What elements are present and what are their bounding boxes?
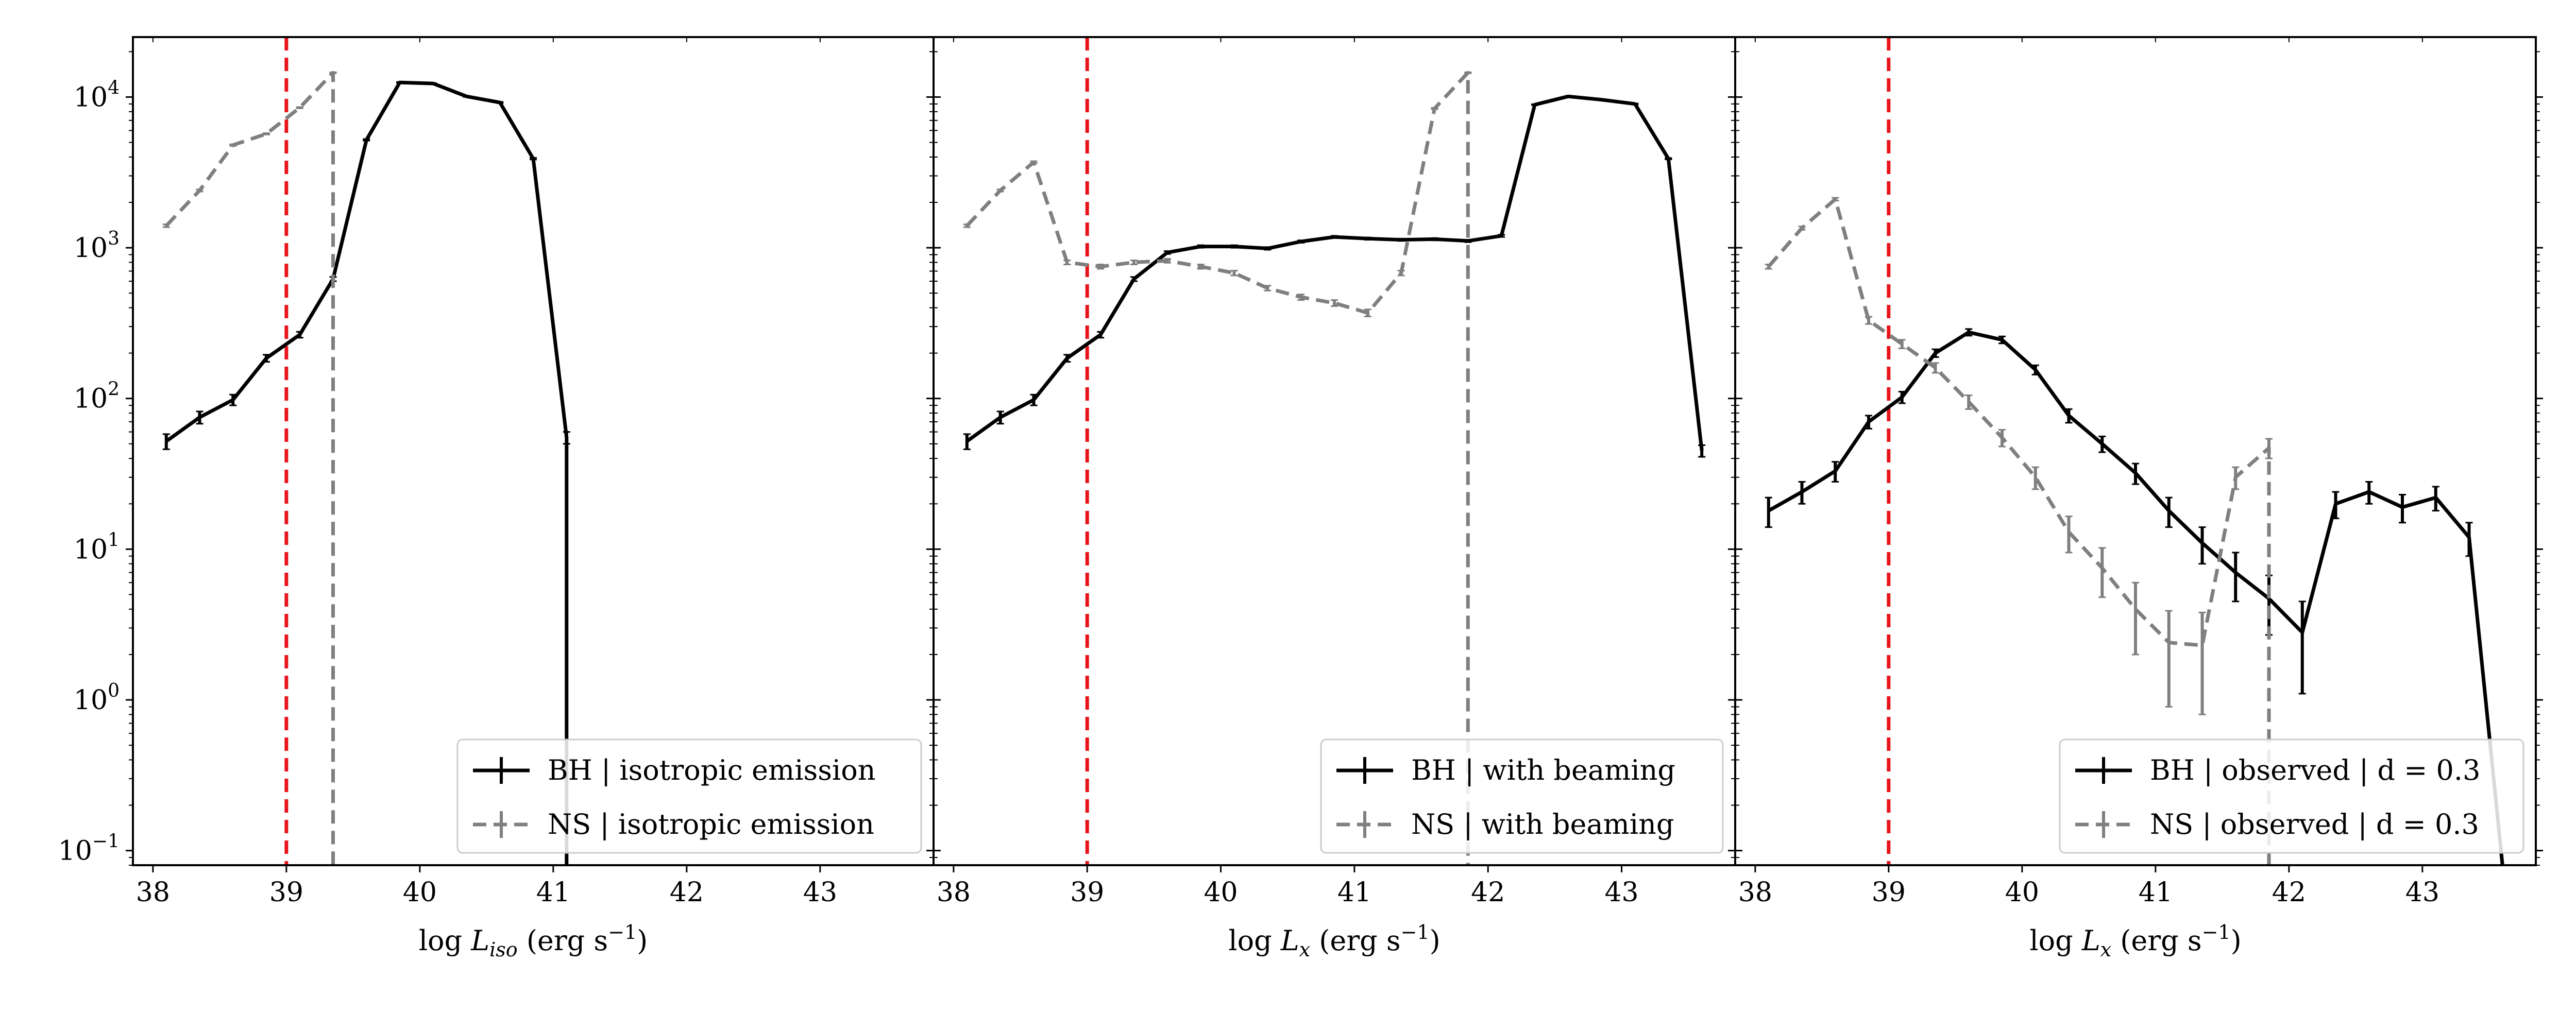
y-tick-exponent: 2 bbox=[108, 379, 120, 400]
x-tick-label: 38 bbox=[136, 877, 170, 908]
y-tick-exponent: −1 bbox=[92, 831, 120, 852]
legend-label: BH | with beaming bbox=[1411, 754, 1675, 786]
x-axis-label-sub: x bbox=[1299, 938, 1310, 961]
x-tick-label: 40 bbox=[1204, 877, 1238, 908]
x-tick-label: 40 bbox=[403, 877, 437, 908]
plot-area bbox=[1765, 197, 2504, 865]
panel-observed: 38 39 40 41 42 43 log Lx (erg s−1) BH | observe… bbox=[1728, 36, 2543, 961]
x-axis-label-sub: x bbox=[2100, 938, 2111, 961]
legend-label: NS | observed | d = 0.3 bbox=[2150, 808, 2479, 840]
legend: BH | isotropic emission NS | isotropic em… bbox=[456, 739, 922, 854]
x-axis-label-prefix: log bbox=[419, 924, 471, 957]
plot-area bbox=[963, 71, 1706, 865]
panel-with-beaming: 38 39 40 41 42 43 log Lx (erg s−1) BH | with be… bbox=[926, 36, 1742, 961]
y-tick-exponent: 0 bbox=[108, 680, 120, 701]
x-axis-label: log Liso (erg s−1) bbox=[419, 921, 648, 961]
x-axis-label-prefix: log bbox=[1228, 924, 1281, 957]
x-axis-label-sup: −1 bbox=[1401, 921, 1430, 943]
x-axis-label-sup: −1 bbox=[608, 921, 637, 943]
x-axis-label: log Lx (erg s−1) bbox=[1228, 921, 1440, 961]
legend-label: NS | isotropic emission bbox=[548, 808, 874, 840]
x-tick-label: 42 bbox=[670, 877, 704, 908]
x-axis-label: log Lx (erg s−1) bbox=[2029, 921, 2241, 961]
y-tick-base: 10 bbox=[58, 836, 92, 867]
legend-box bbox=[2059, 739, 2524, 854]
x-tick-label: 43 bbox=[1604, 877, 1638, 908]
plot-frame bbox=[1734, 36, 2537, 866]
x-tick-label: 39 bbox=[1070, 877, 1104, 908]
y-tick-base: 10 bbox=[74, 384, 108, 415]
y-tick-label: 103 bbox=[74, 228, 120, 264]
y-tick-label: 104 bbox=[74, 77, 120, 113]
x-tick-label: 43 bbox=[803, 877, 837, 908]
y-tick-label: 101 bbox=[74, 529, 120, 565]
legend: BH | observed | d = 0.3 NS | observed | d… bbox=[2059, 739, 2524, 854]
x-tick-label: 38 bbox=[1738, 877, 1772, 908]
y-tick-label: 10−1 bbox=[58, 831, 120, 867]
x-axis-label-unit: (erg s bbox=[2111, 924, 2201, 957]
x-tick-label: 39 bbox=[269, 877, 303, 908]
y-tick-label: 102 bbox=[74, 379, 120, 415]
x-tick-label: 42 bbox=[1471, 877, 1505, 908]
x-axis-label-close: ) bbox=[637, 924, 648, 957]
x-axis-label-var: L bbox=[470, 924, 489, 957]
x-axis-label-sub: iso bbox=[489, 938, 518, 961]
legend-label: NS | with beaming bbox=[1411, 808, 1674, 840]
legend-label: BH | isotropic emission bbox=[548, 754, 875, 786]
x-tick-label: 41 bbox=[536, 877, 570, 908]
y-tick-base: 10 bbox=[74, 685, 108, 716]
y-tick-exponent: 4 bbox=[108, 77, 120, 98]
legend: BH | with beaming NS | with beaming bbox=[1320, 739, 1724, 854]
x-tick-label: 40 bbox=[2005, 877, 2039, 908]
x-tick-label: 43 bbox=[2405, 877, 2439, 908]
series-line bbox=[965, 94, 1704, 451]
x-tick-label: 39 bbox=[1872, 877, 1906, 908]
y-tick-label: 100 bbox=[74, 680, 120, 716]
x-tick-label: 42 bbox=[2272, 877, 2306, 908]
x-axis-label-close: ) bbox=[1430, 924, 1440, 957]
x-axis-label-unit: (erg s bbox=[518, 924, 608, 957]
legend-box bbox=[1320, 739, 1724, 854]
series-line bbox=[1767, 197, 2271, 865]
series-line bbox=[165, 80, 569, 865]
plot-area bbox=[162, 71, 570, 865]
x-tick-label: 38 bbox=[937, 877, 971, 908]
y-tick-exponent: 1 bbox=[108, 529, 120, 551]
y-tick-base: 10 bbox=[74, 534, 108, 565]
x-axis-label-var: L bbox=[1280, 924, 1299, 957]
x-tick-label: 41 bbox=[1337, 877, 1371, 908]
x-axis-label-close: ) bbox=[2231, 924, 2242, 957]
y-tick-exponent: 3 bbox=[108, 228, 120, 249]
x-axis-label-var: L bbox=[2081, 924, 2100, 957]
y-tick-base: 10 bbox=[74, 233, 108, 264]
series-line bbox=[165, 71, 335, 865]
x-axis-label-sup: −1 bbox=[2202, 921, 2231, 943]
legend-label: BH | observed | d = 0.3 bbox=[2150, 754, 2480, 786]
x-axis-label-unit: (erg s bbox=[1310, 924, 1400, 957]
x-tick-label: 41 bbox=[2139, 877, 2173, 908]
x-axis-label-prefix: log bbox=[2029, 924, 2082, 957]
legend-box bbox=[456, 739, 922, 854]
y-tick-base: 10 bbox=[74, 82, 108, 113]
